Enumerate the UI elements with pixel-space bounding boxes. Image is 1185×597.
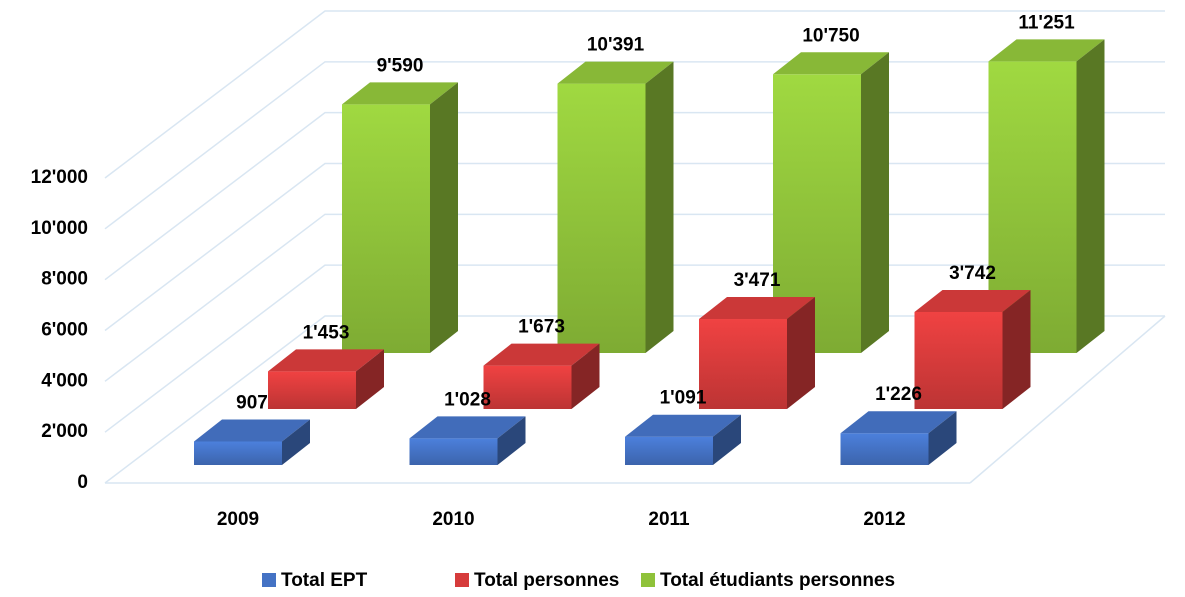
value-label: 1'673 <box>518 317 565 338</box>
bar-side <box>861 52 889 354</box>
bar-top <box>988 39 1105 62</box>
bar-front <box>342 104 430 354</box>
y-tick-label: 4'000 <box>41 370 88 391</box>
bar-front <box>194 441 282 465</box>
bar-top <box>914 289 1031 312</box>
legend-swatch <box>455 573 469 587</box>
bar-front <box>914 311 1003 409</box>
bar-top <box>699 297 815 320</box>
grid-line <box>104 10 1165 179</box>
bar-front <box>699 319 787 409</box>
legend-label: Total EPT <box>281 570 368 591</box>
bar-side <box>430 82 458 354</box>
bar-top <box>409 416 526 439</box>
y-tick-label: 0 <box>77 472 88 493</box>
legend-swatch <box>641 573 655 587</box>
value-label: 3'742 <box>949 263 996 284</box>
y-tick-label: 6'000 <box>41 320 88 341</box>
bar-top <box>773 52 889 75</box>
bar-front <box>840 433 929 465</box>
bar-side <box>645 61 674 354</box>
bar-side <box>356 349 384 409</box>
value-label: 10'750 <box>802 25 859 46</box>
x-tick-label: 2010 <box>432 509 474 530</box>
bar-front <box>409 438 498 465</box>
bar-top <box>840 411 957 434</box>
y-tick-label: 10'000 <box>31 218 88 239</box>
bar-top <box>483 343 600 366</box>
y-tick-label: 2'000 <box>41 421 88 442</box>
bar-side <box>571 343 600 409</box>
value-label: 1'226 <box>875 384 922 405</box>
x-tick-label: 2012 <box>863 509 905 530</box>
x-tick-label: 2009 <box>217 509 259 530</box>
value-label: 11'251 <box>1018 12 1075 33</box>
bar-side <box>282 419 310 465</box>
bar-front <box>625 436 713 465</box>
bar-front <box>268 371 356 409</box>
bar-side <box>928 411 957 465</box>
y-tick-label: 12'000 <box>31 167 88 188</box>
y-tick-label: 8'000 <box>41 269 88 290</box>
bar-side <box>713 414 741 465</box>
x-tick-label: 2011 <box>648 509 690 530</box>
value-label: 907 <box>236 393 268 414</box>
value-label: 1'091 <box>660 388 707 409</box>
bar-top <box>268 349 384 372</box>
bar-top <box>194 419 310 442</box>
bar-side <box>1076 39 1105 354</box>
bar-side <box>497 416 526 465</box>
value-label: 1'453 <box>303 322 350 343</box>
value-label: 3'471 <box>734 270 781 291</box>
value-label: 1'028 <box>444 389 491 410</box>
bar-front <box>557 83 646 353</box>
bar-top <box>625 414 741 437</box>
bar-side <box>787 297 815 409</box>
legend-label: Total étudiants personnes <box>660 570 895 591</box>
floor-side <box>969 315 1166 484</box>
bar-front <box>483 365 572 409</box>
legend-swatch <box>262 573 276 587</box>
value-label: 10'391 <box>587 35 645 56</box>
bar-side <box>1002 289 1031 409</box>
legend-label: Total personnes <box>474 570 619 591</box>
value-label: 9'590 <box>377 55 424 76</box>
bar-top <box>557 61 674 84</box>
bar-top <box>342 82 458 105</box>
